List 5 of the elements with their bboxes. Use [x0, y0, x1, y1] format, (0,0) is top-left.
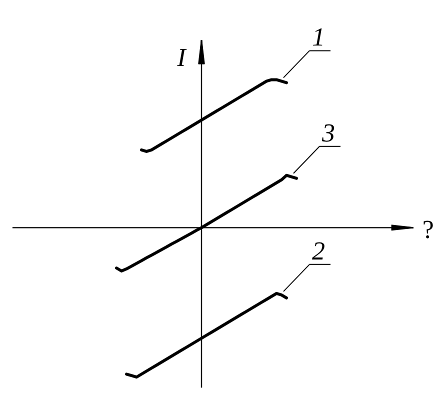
y-axis-title: I: [176, 42, 188, 72]
series-label: 2: [312, 236, 325, 266]
series-label: 1: [312, 22, 325, 52]
series-label: 3: [320, 118, 335, 148]
x-axis-title: ?: [422, 215, 434, 244]
